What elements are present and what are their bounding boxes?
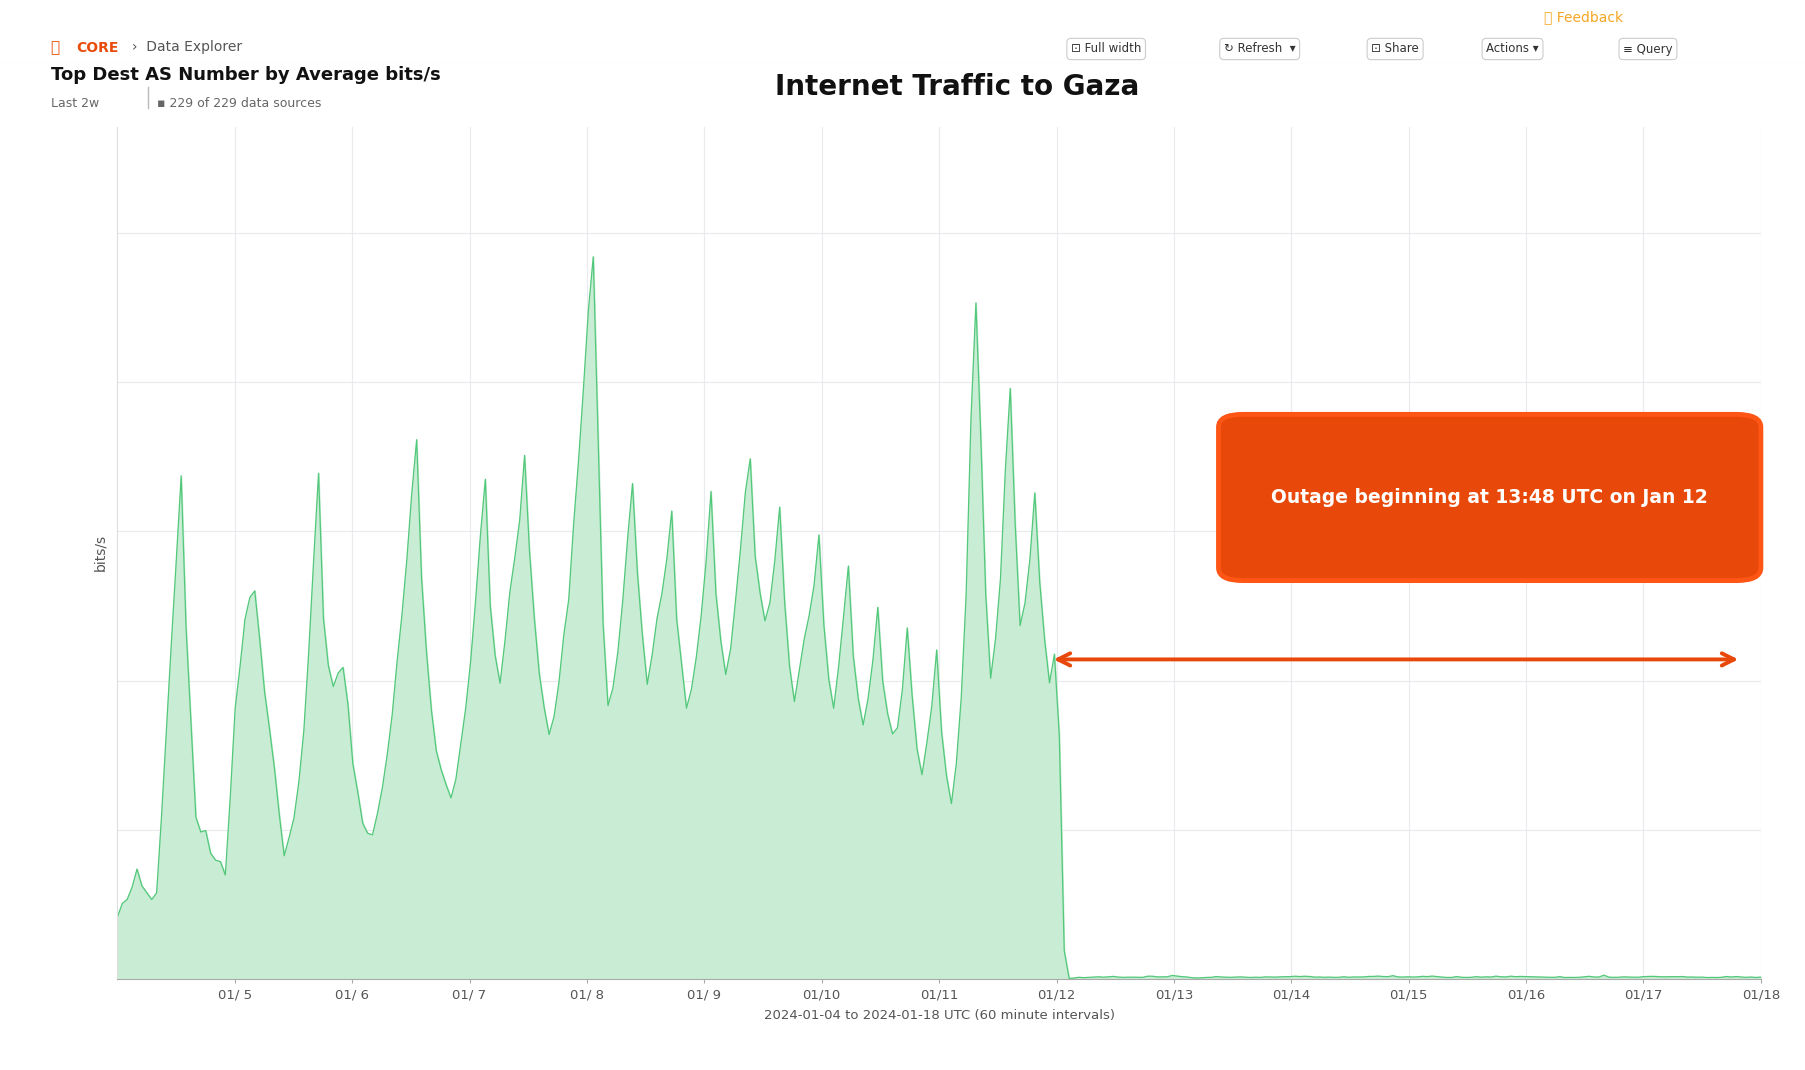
Text: 👤: 👤 [1736, 10, 1745, 24]
X-axis label: 2024-01-04 to 2024-01-18 UTC (60 minute intervals): 2024-01-04 to 2024-01-18 UTC (60 minute … [764, 1009, 1114, 1023]
Text: Outage beginning at 13:48 UTC on Jan 12: Outage beginning at 13:48 UTC on Jan 12 [1271, 488, 1708, 507]
Text: Actions ▾: Actions ▾ [1486, 43, 1538, 56]
Text: 🔍: 🔍 [1693, 10, 1702, 24]
Text: ↻ Refresh  ▾: ↻ Refresh ▾ [1224, 43, 1294, 56]
FancyBboxPatch shape [1218, 414, 1760, 581]
Text: ⟋: ⟋ [51, 40, 60, 55]
Text: ≡ Query: ≡ Query [1623, 43, 1671, 56]
Text: ⊡ Full width: ⊡ Full width [1070, 43, 1141, 56]
Text: Top Dest AS Number by Average bits/s: Top Dest AS Number by Average bits/s [51, 66, 440, 85]
Text: ⊡ Share: ⊡ Share [1370, 43, 1419, 56]
Text: ❙❙ kentik: ❙❙ kentik [845, 6, 960, 28]
Text: Last 2w: Last 2w [51, 96, 99, 109]
Text: CORE: CORE [76, 41, 117, 55]
Text: ›  Data Explorer: › Data Explorer [132, 41, 242, 55]
Text: ▪ 229 of 229 data sources: ▪ 229 of 229 data sources [157, 96, 321, 109]
Text: Internet Traffic to Gaza: Internet Traffic to Gaza [774, 74, 1139, 102]
Text: ☰  Menu: ☰ Menu [51, 10, 116, 25]
Text: 💬 Feedback: 💬 Feedback [1543, 10, 1623, 24]
Y-axis label: bits/s: bits/s [92, 534, 106, 571]
Text: ▾: ▾ [1776, 10, 1783, 24]
